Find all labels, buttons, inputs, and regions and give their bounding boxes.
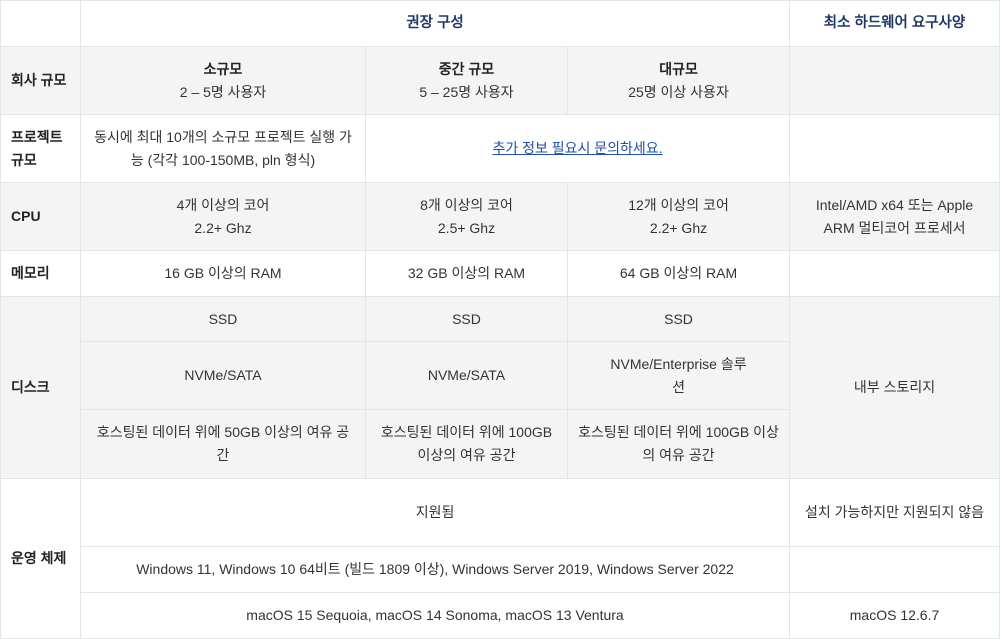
cpu-speed: 2.5+ Ghz [437, 219, 496, 236]
empty-cell [789, 114, 1000, 183]
os-windows-row: Windows 11, Windows 10 64비트 (빌드 1809 이상)… [1, 546, 1000, 593]
contact-cell: 추가 정보 필요시 문의하세요. [364, 114, 791, 183]
small-title: 소규모 [203, 60, 243, 77]
memory-label: 메모리 [0, 250, 81, 297]
minimum-header: 최소 하드웨어 요구사양 [789, 0, 1000, 47]
os-macos-row: macOS 15 Sequoia, macOS 14 Sonoma, macOS… [1, 592, 1000, 639]
project-size-row: 프로젝트 규모 동시에 최대 10개의 소규모 프로젝트 실행 가능 (각각 1… [0, 114, 1000, 183]
memory-large: 64 GB 이상의 RAM [566, 250, 791, 297]
disk-type-small: SSD [80, 296, 366, 342]
disk-space-small: 호스팅된 데이터 위에 50GB 이상의 여유 공간 [80, 409, 366, 479]
cpu-label: CPU [0, 182, 81, 251]
os-macos-minimum: macOS 12.6.7 [789, 592, 1000, 639]
disk-minimum: 내부 스토리지 [789, 296, 1000, 479]
cpu-row: CPU 4개 이상의 코어 2.2+ Ghz 8개 이상의 코어 2.5+ Ghz … [0, 182, 1000, 251]
empty-cell [789, 546, 1000, 593]
cpu-cores: 12개 이상의 코어 [628, 196, 729, 213]
large-size-cell: 대규모 25명 이상 사용자 [566, 46, 791, 115]
cpu-speed: 2.2+ Ghz [649, 219, 708, 236]
memory-row: 메모리 16 GB 이상의 RAM 32 GB 이상의 RAM 64 GB 이상… [0, 250, 1000, 297]
large-desc: 25명 이상 사용자 [628, 83, 729, 100]
disk-interface-medium: NVMe/SATA [365, 341, 568, 410]
os-support-row: 운영 체제 지원됨 설치 가능하지만 지원되지 않음 [0, 478, 1000, 639]
medium-desc: 5 – 25명 사용자 [419, 83, 514, 100]
small-desc: 2 – 5명 사용자 [179, 83, 267, 100]
medium-size-cell: 중간 규모 5 – 25명 사용자 [365, 46, 568, 115]
empty-corner [0, 0, 81, 47]
company-size-label: 회사 규모 [0, 46, 81, 115]
os-supported: 지원됨 [79, 478, 791, 547]
disk-space-row: 호스팅된 데이터 위에 50GB 이상의 여유 공간 호스팅된 데이터 위에 1… [1, 409, 1000, 479]
empty-cell [789, 46, 1000, 115]
memory-small: 16 GB 이상의 RAM [80, 250, 366, 297]
disk-interface-row: NVMe/SATA NVMe/SATA NVMe/Enterprise 솔루션 [1, 341, 1000, 410]
cpu-cores: 8개 이상의 코어 [420, 196, 513, 213]
disk-type-large: SSD [566, 296, 791, 342]
disk-type-medium: SSD [365, 296, 568, 342]
disk-interface-large: NVMe/Enterprise 솔루션 [566, 341, 791, 410]
cpu-cores: 4개 이상의 코어 [176, 196, 270, 213]
disk-label: 디스크 [0, 296, 81, 479]
contact-link[interactable]: 추가 정보 필요시 문의하세요. [492, 140, 663, 156]
small-size-cell: 소규모 2 – 5명 사용자 [80, 46, 366, 115]
memory-medium: 32 GB 이상의 RAM [365, 250, 568, 297]
project-size-label: 프로젝트 규모 [0, 114, 81, 183]
cpu-medium: 8개 이상의 코어 2.5+ Ghz [365, 182, 568, 251]
cpu-speed: 2.2+ Ghz [194, 219, 252, 236]
recommended-header: 권장 구성 [79, 0, 791, 47]
empty-cell [789, 250, 1000, 297]
cpu-large: 12개 이상의 코어 2.2+ Ghz [566, 182, 791, 251]
project-small-cell: 동시에 최대 10개의 소규모 프로젝트 실행 가능 (각각 100-150MB… [80, 114, 366, 183]
os-macos: macOS 15 Sequoia, macOS 14 Sonoma, macOS… [79, 592, 791, 639]
disk-space-large: 호스팅된 데이터 위에 100GB 이상의 여유 공간 [566, 409, 791, 479]
header-row: 권장 구성 최소 하드웨어 요구사양 [0, 0, 1000, 47]
os-windows: Windows 11, Windows 10 64비트 (빌드 1809 이상)… [79, 546, 791, 593]
cpu-minimum: Intel/AMD x64 또는 Apple ARM 멀티코어 프로세서 [789, 182, 1000, 251]
disk-interface-small: NVMe/SATA [80, 341, 366, 410]
disk-space-medium: 호스팅된 데이터 위에 100GB 이상의 여유 공간 [365, 409, 568, 479]
large-title: 대규모 [659, 60, 698, 77]
company-size-row: 회사 규모 소규모 2 – 5명 사용자 중간 규모 5 – 25명 사용자 대규모… [0, 46, 1000, 115]
disk-type-row: 디스크 SSD SSD SSD 내부 스토리지 [0, 296, 1000, 479]
medium-title: 중간 규모 [438, 60, 495, 77]
os-label: 운영 체제 [0, 478, 81, 639]
os-unsupported: 설치 가능하지만 지원되지 않음 [789, 478, 1000, 547]
cpu-small: 4개 이상의 코어 2.2+ Ghz [80, 182, 366, 251]
